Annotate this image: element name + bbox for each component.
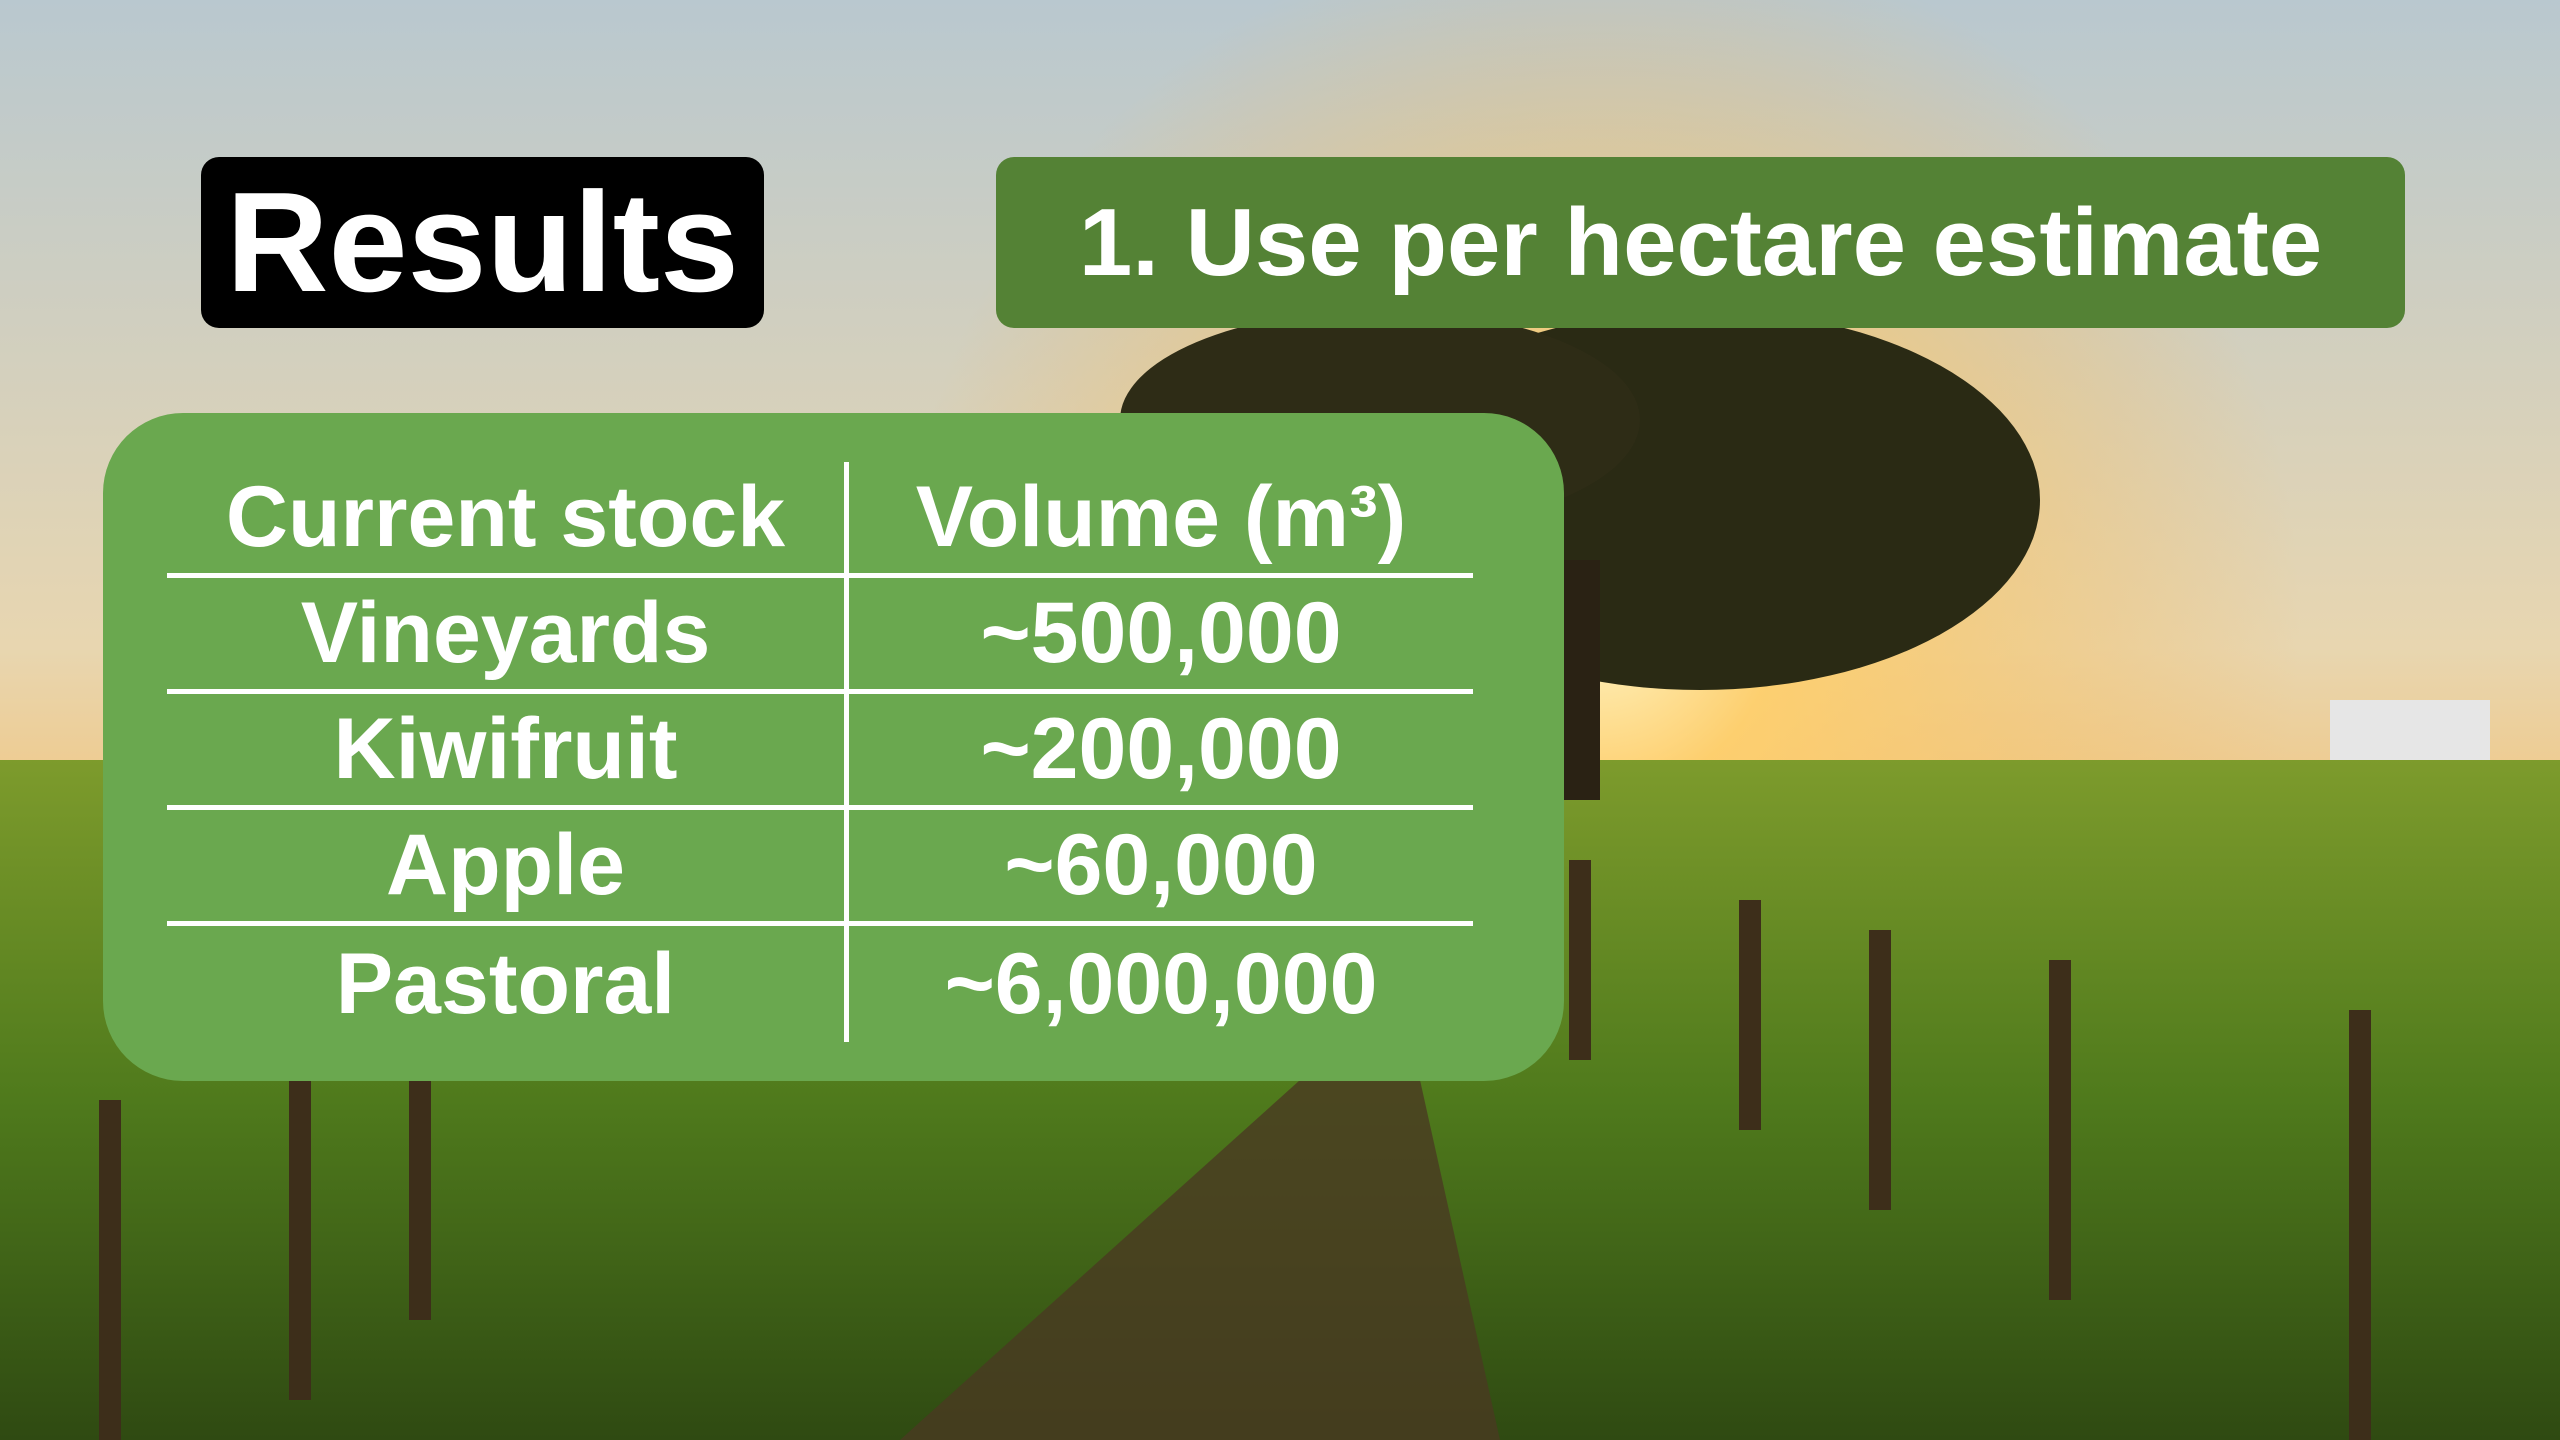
table-row: Kiwifruit~200,000 [167, 694, 1473, 810]
table-cell: ~6,000,000 [849, 926, 1473, 1042]
column-header: Volume (m³) [849, 462, 1473, 573]
title: Results [201, 157, 764, 328]
table-cell: Apple [167, 810, 849, 921]
table-row: Pastoral~6,000,000 [167, 926, 1473, 1042]
table-cell: Vineyards [167, 578, 849, 689]
slide: Results 1. Use per hectare estimate Curr… [0, 0, 2560, 1440]
column-header: Current stock [167, 462, 849, 573]
header-row: Current stock Volume (m³) [167, 462, 1473, 578]
table-cell: Kiwifruit [167, 694, 849, 805]
table-row: Vineyards~500,000 [167, 578, 1473, 694]
table-cell: ~200,000 [849, 694, 1473, 805]
table-cell: ~500,000 [849, 578, 1473, 689]
table-row: Apple~60,000 [167, 810, 1473, 926]
subtitle: 1. Use per hectare estimate [996, 157, 2405, 328]
table-cell: Pastoral [167, 926, 849, 1042]
table: Current stock Volume (m³) Vineyards~500,… [167, 462, 1473, 1042]
table-cell: ~60,000 [849, 810, 1473, 921]
